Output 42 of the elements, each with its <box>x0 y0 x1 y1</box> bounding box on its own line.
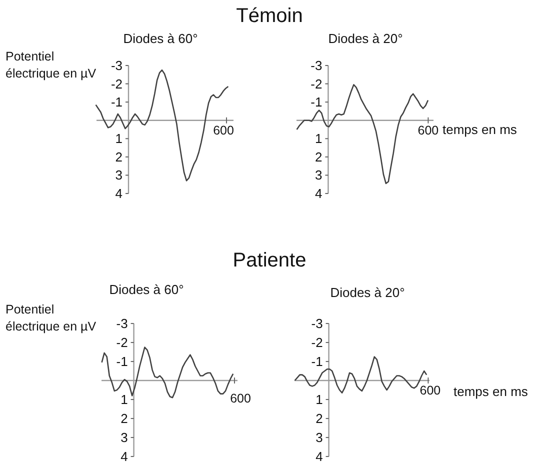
y-tick-label: 4 <box>316 449 323 464</box>
y-tick-label: -1 <box>310 94 322 110</box>
y-tick-label: 4 <box>120 449 128 464</box>
y-tick-label: 1 <box>316 392 323 407</box>
annotation: 600 <box>230 392 251 406</box>
y-tick-label: -3 <box>311 316 323 331</box>
y-tick-label: -2 <box>116 335 128 350</box>
y-tick-label: 2 <box>316 411 323 426</box>
y-tick-label: 3 <box>120 430 128 445</box>
y-tick-label: -1 <box>116 354 128 369</box>
x-axis-title: temps en ms <box>454 384 528 399</box>
y-tick-label: 2 <box>120 411 128 426</box>
y-tick-label: -2 <box>310 76 322 92</box>
y-tick-label: -3 <box>310 58 322 73</box>
y-tick-label: -3 <box>110 58 123 73</box>
y-axis-title: Potentiel électrique en µV <box>6 302 97 334</box>
y-tick-label: 3 <box>115 168 123 183</box>
y-tick-label: 4 <box>115 186 123 201</box>
chart-subtitle: Diodes à 60° <box>109 282 184 297</box>
y-tick-label: -1 <box>311 354 323 369</box>
chart-subtitle: Diodes à 20° <box>328 31 403 46</box>
y-tick-label: 3 <box>314 168 322 183</box>
y-tick-label: 1 <box>115 131 123 146</box>
y-tick-label: -2 <box>110 76 123 92</box>
chart-title: Patiente <box>232 249 306 272</box>
y-tick-label: -3 <box>116 316 128 331</box>
y-tick-label: 3 <box>316 430 323 445</box>
chart-subtitle: Diodes à 60° <box>123 31 198 46</box>
annotation: 600 <box>420 384 441 398</box>
y-tick-label: 2 <box>314 149 322 164</box>
y-tick-label: 4 <box>314 186 322 201</box>
x-axis-title: temps en ms <box>442 122 518 137</box>
y-axis-title: Potentiel électrique en µV <box>6 50 97 80</box>
y-tick-label: -1 <box>110 94 123 110</box>
chart-title: Témoin <box>236 4 303 27</box>
y-tick-label: 1 <box>314 131 322 146</box>
y-tick-label: -2 <box>311 335 323 350</box>
chart-subtitle: Diodes à 20° <box>330 285 405 300</box>
annotation: 600 <box>418 123 439 138</box>
y-tick-label: 2 <box>115 149 123 164</box>
y-tick-label: 1 <box>120 392 128 407</box>
annotation: 600 <box>213 123 234 138</box>
